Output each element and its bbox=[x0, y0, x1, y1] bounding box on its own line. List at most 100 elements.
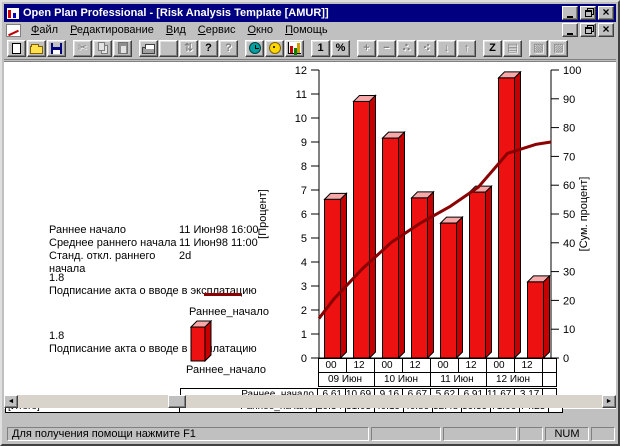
bar-side bbox=[369, 94, 376, 360]
statistic-label: Среднее раннего начала bbox=[49, 237, 177, 249]
cumulative-line bbox=[317, 140, 552, 320]
bar-side bbox=[543, 274, 550, 360]
table-cell: 11 Июн bbox=[430, 372, 487, 387]
mdi-close-button[interactable]: × bbox=[598, 23, 614, 37]
link-button: ∴ bbox=[397, 39, 416, 57]
minimize-button[interactable] bbox=[562, 6, 578, 20]
bar-side bbox=[340, 192, 347, 360]
open-button[interactable] bbox=[27, 39, 46, 57]
help-button[interactable]: ? bbox=[199, 39, 218, 57]
cut-button: ✂ bbox=[73, 39, 92, 57]
bar bbox=[498, 77, 515, 359]
svg-text:12: 12 bbox=[295, 65, 307, 77]
percent-button[interactable]: % bbox=[331, 39, 350, 57]
scroll-right-button[interactable]: ► bbox=[602, 395, 616, 408]
cost-icon: 1 bbox=[317, 41, 324, 54]
paste-icon bbox=[117, 42, 128, 54]
move-up-button: ↑ bbox=[457, 39, 476, 57]
menu-edit[interactable]: Редактирование bbox=[70, 24, 154, 36]
svg-text:80: 80 bbox=[563, 123, 575, 135]
status-bar: Для получения помощи нажмите F1 NUM bbox=[4, 425, 616, 442]
svg-text:[Сум. процент]: [Сум. процент] bbox=[578, 177, 590, 252]
bar-side bbox=[514, 70, 521, 360]
mdi-restore-icon bbox=[584, 26, 592, 34]
cost-button[interactable]: 1 bbox=[311, 39, 330, 57]
horizontal-scrollbar[interactable]: ◄ ► bbox=[4, 395, 616, 408]
table-cell: 12 Июн bbox=[486, 372, 543, 387]
sort-z-icon: Z bbox=[489, 41, 496, 54]
svg-text:5: 5 bbox=[301, 233, 307, 245]
mdi-restore-button[interactable] bbox=[580, 23, 596, 37]
mdi-minimize-button[interactable] bbox=[562, 23, 578, 37]
svg-text:10: 10 bbox=[295, 113, 307, 125]
print-preview-button[interactable] bbox=[159, 39, 178, 57]
menu-file[interactable]: Файл bbox=[31, 24, 59, 36]
tile-button: ▧ bbox=[529, 39, 548, 57]
menu-bar: Файл Редактирование Вид Сервис Окно Помощь × bbox=[4, 22, 616, 38]
open-icon bbox=[30, 43, 43, 54]
move-down-button: ↓ bbox=[437, 39, 456, 57]
svg-text:6: 6 bbox=[301, 209, 307, 221]
save-button[interactable] bbox=[47, 39, 66, 57]
remove-icon: − bbox=[383, 41, 390, 54]
statistic-row: Станд. откл. раннего начала 2d bbox=[49, 250, 259, 276]
legend-bar-value: 1.8 bbox=[49, 330, 65, 342]
remove-button: − bbox=[377, 39, 396, 57]
legend-bar-entry: 1.8 Подписание акта о вводе в эксплатаци… bbox=[49, 330, 257, 356]
status-panel-4 bbox=[591, 426, 615, 441]
exchange-icon: ⇅ bbox=[183, 41, 194, 54]
svg-text:10: 10 bbox=[563, 324, 575, 336]
scroll-left-button[interactable]: ◄ bbox=[4, 395, 18, 408]
svg-text:[Процент]: [Процент] bbox=[257, 189, 269, 239]
menu-view[interactable]: Вид bbox=[165, 24, 186, 36]
table-cell bbox=[542, 358, 557, 373]
scroll-track[interactable] bbox=[18, 395, 602, 408]
bar bbox=[324, 198, 341, 359]
x-axis-table: 00 12 00 12 00 12 00 12 09 Июн 10 Июн 11 Июн 12 Июн bbox=[318, 358, 557, 387]
menu-help[interactable]: Помощь bbox=[285, 24, 328, 36]
add-button: + bbox=[357, 39, 376, 57]
paste-button bbox=[113, 39, 132, 57]
statistics-panel: Раннее начало 11 Июн98 16:00 Среднее ранне… bbox=[49, 224, 259, 276]
toolbar: ✂ ⇅?? 1% + − ∴ ⁖ ↓ ↑ Z ▤ ▧ ▨ bbox=[4, 38, 616, 60]
scroll-thumb[interactable] bbox=[168, 395, 186, 408]
new-button[interactable] bbox=[7, 39, 26, 57]
restore-button[interactable] bbox=[580, 6, 596, 20]
status-panel-2 bbox=[443, 426, 517, 441]
svg-text:1: 1 bbox=[301, 329, 307, 341]
steps-icon: ⁖ bbox=[422, 41, 431, 54]
cut-icon: ✂ bbox=[77, 41, 88, 54]
menu-tools[interactable]: Сервис bbox=[197, 24, 236, 36]
svg-text:4: 4 bbox=[301, 257, 307, 269]
close-button[interactable]: × bbox=[598, 6, 614, 20]
resource-analysis-button[interactable] bbox=[265, 39, 284, 57]
help-icon: ? bbox=[205, 41, 212, 54]
mdi-minimize-icon bbox=[567, 32, 573, 35]
time-analysis-button[interactable] bbox=[245, 39, 264, 57]
window-title: Open Plan Professional - [Risk Analysis … bbox=[23, 7, 329, 19]
table-cell: 00 bbox=[318, 358, 347, 373]
svg-text:90: 90 bbox=[563, 94, 575, 106]
svg-text:2: 2 bbox=[301, 305, 307, 317]
table-cell: 12 bbox=[458, 358, 487, 373]
num-lock-indicator: NUM bbox=[545, 426, 589, 441]
steps-button: ⁖ bbox=[417, 39, 436, 57]
statistic-value: 11 Июн98 11:00 bbox=[179, 237, 258, 249]
cascade-icon: ▨ bbox=[553, 41, 564, 54]
menu-window[interactable]: Окно bbox=[247, 24, 274, 36]
title-bar: Open Plan Professional - [Risk Analysis … bbox=[4, 4, 616, 22]
context-help-icon: ? bbox=[225, 41, 232, 54]
legend-bar-activity: Подписание акта о вводе в эксплатацию bbox=[49, 343, 257, 355]
restore-icon bbox=[584, 9, 592, 17]
status-message: Для получения помощи нажмите F1 bbox=[7, 426, 369, 441]
risk-analysis-button[interactable] bbox=[285, 39, 304, 57]
svg-text:9: 9 bbox=[301, 137, 307, 149]
print-button[interactable] bbox=[139, 39, 158, 57]
layout-icon: ▤ bbox=[507, 41, 518, 54]
sort-z-button[interactable]: Z bbox=[483, 39, 502, 57]
svg-text:20: 20 bbox=[563, 295, 575, 307]
time-analysis-icon bbox=[248, 42, 261, 54]
legend-bar-icon bbox=[189, 320, 213, 362]
svg-text:60: 60 bbox=[563, 180, 575, 192]
